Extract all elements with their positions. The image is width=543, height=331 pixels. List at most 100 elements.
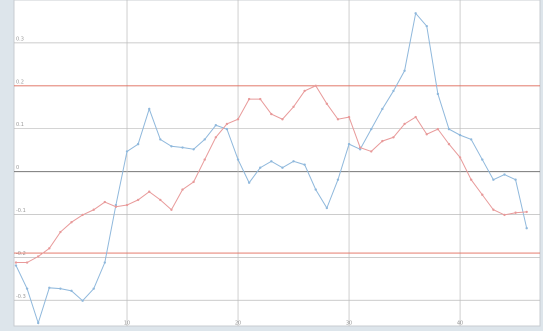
point <box>314 188 317 191</box>
y-tick-label: 0.3 <box>16 36 24 42</box>
point <box>181 146 184 149</box>
point <box>103 200 107 204</box>
point <box>370 127 373 131</box>
x-tick-label: 30 <box>346 321 352 327</box>
point <box>136 198 140 202</box>
point <box>503 173 506 176</box>
point <box>181 188 184 191</box>
point <box>192 148 195 151</box>
point <box>292 160 295 163</box>
point <box>469 138 473 141</box>
point <box>358 146 362 149</box>
point <box>303 163 306 166</box>
point <box>503 213 506 217</box>
point <box>170 208 173 211</box>
point <box>492 208 495 211</box>
point <box>347 142 351 146</box>
point <box>425 133 428 136</box>
point <box>270 160 273 163</box>
point <box>59 230 62 234</box>
point <box>436 127 440 131</box>
point <box>403 122 406 126</box>
point <box>458 156 462 159</box>
point <box>37 321 40 325</box>
point <box>525 210 528 214</box>
point <box>458 133 462 137</box>
point <box>70 289 73 293</box>
point <box>392 89 395 93</box>
point <box>414 12 417 15</box>
point <box>347 115 351 119</box>
point <box>114 203 118 207</box>
point <box>92 208 95 211</box>
point <box>270 112 273 116</box>
point <box>236 118 240 121</box>
point <box>514 178 517 181</box>
point <box>25 287 29 290</box>
point <box>358 148 362 151</box>
point <box>125 150 129 153</box>
x-tick-label: 40 <box>457 321 463 327</box>
point <box>281 166 284 169</box>
point <box>292 105 295 109</box>
point <box>314 84 317 87</box>
point <box>425 24 428 28</box>
point <box>81 299 84 302</box>
point <box>492 178 495 181</box>
x-tick-label: 20 <box>235 321 241 327</box>
point <box>481 193 484 196</box>
x-tick-label: 10 <box>124 321 130 327</box>
point <box>170 145 173 148</box>
point <box>14 264 18 267</box>
point <box>225 127 229 131</box>
point <box>336 178 340 181</box>
point <box>236 158 240 161</box>
point <box>136 142 140 146</box>
point <box>81 213 84 217</box>
point <box>481 158 484 161</box>
point <box>325 102 329 106</box>
point <box>247 181 251 184</box>
point <box>48 247 51 250</box>
point <box>192 180 195 184</box>
point <box>414 115 417 119</box>
point <box>381 139 384 143</box>
point <box>125 203 129 207</box>
point <box>203 138 206 141</box>
point <box>70 220 73 224</box>
point <box>48 286 51 290</box>
point <box>92 287 95 290</box>
plot-area <box>13 0 541 327</box>
point <box>214 124 218 127</box>
point <box>14 261 18 264</box>
point <box>370 150 373 153</box>
point <box>525 227 528 230</box>
point <box>25 261 29 264</box>
point <box>336 118 340 121</box>
point <box>392 136 395 139</box>
point <box>447 127 451 131</box>
y-tick-label: -0.1 <box>16 208 26 214</box>
point <box>103 261 107 264</box>
point <box>203 158 206 161</box>
point <box>514 211 517 214</box>
point <box>159 198 162 202</box>
y-tick-label: 0.2 <box>16 79 24 85</box>
point <box>469 178 473 181</box>
point <box>59 287 62 290</box>
y-tick-label: -0.2 <box>16 251 26 257</box>
point <box>114 205 118 208</box>
point <box>259 166 262 169</box>
point <box>436 92 440 96</box>
y-tick-label: -0.3 <box>16 294 26 300</box>
point <box>225 122 229 126</box>
point <box>247 97 251 101</box>
point <box>403 69 406 72</box>
y-tick-label: 0 <box>16 165 19 171</box>
point <box>37 255 40 258</box>
point <box>303 89 306 93</box>
point <box>159 138 162 141</box>
point <box>148 107 151 111</box>
